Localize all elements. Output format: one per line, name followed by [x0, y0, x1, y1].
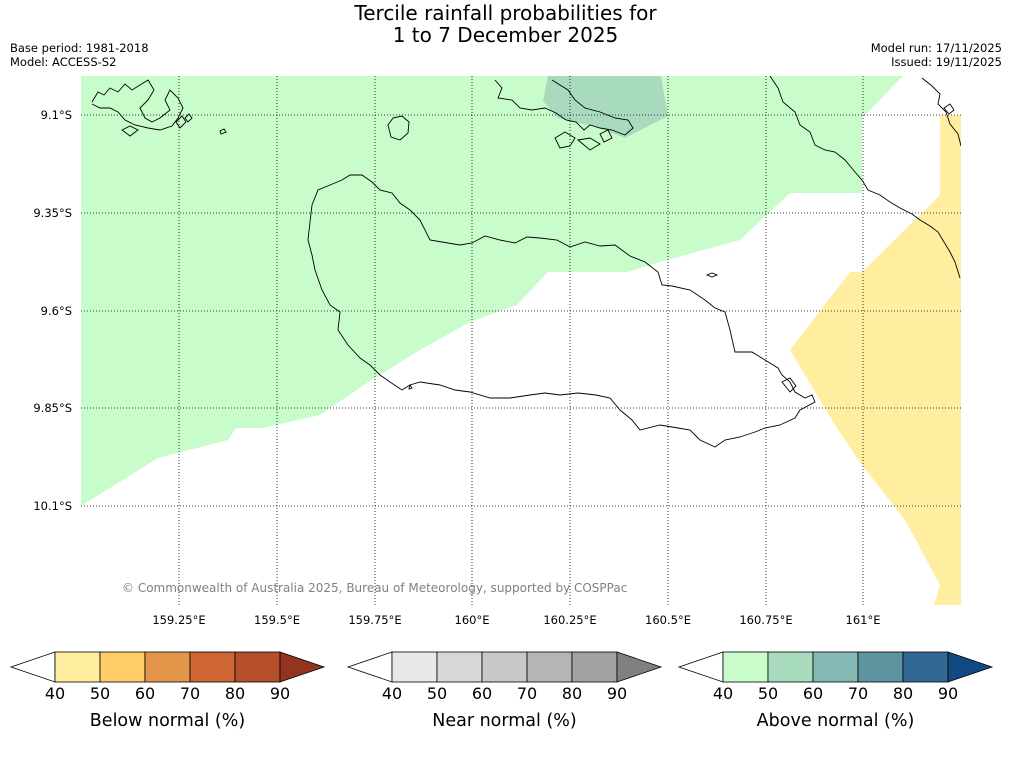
copyright-notice: © Commonwealth of Australia 2025, Bureau… — [122, 581, 627, 595]
colorbar-segment — [526, 651, 573, 683]
colorbar-label: Above normal (%) — [757, 711, 915, 731]
colorbar-tick-label: 60 — [135, 684, 155, 703]
colorbar-segment — [481, 651, 528, 683]
colorbar-low-extension — [9, 651, 56, 683]
above-normal-strong-region — [543, 76, 668, 138]
lat-label: 9.35°S — [33, 206, 72, 220]
colorbar-segment — [767, 651, 814, 683]
issued-text: Issued: 19/11/2025 — [891, 55, 1002, 69]
colorbar-tick-label: 50 — [758, 684, 778, 703]
russell-islet-2-coastline — [175, 115, 187, 129]
colorbar-label: Near normal (%) — [432, 711, 577, 731]
colorbar-segment — [722, 651, 769, 683]
russell-islet-3-coastline — [184, 113, 193, 123]
lat-label: 10.1°S — [33, 499, 72, 513]
east-guadalcanal-islets-coastline — [781, 377, 797, 393]
above-normal-region — [81, 76, 903, 506]
longitude-labels: 159.25°E 159.5°E 159.75°E 160°E 160.25°E… — [152, 613, 880, 627]
colorbar-segment — [144, 651, 191, 683]
colorbar-tick-label: 70 — [180, 684, 200, 703]
colorbar-segment — [234, 651, 281, 683]
map-title-line2: 1 to 7 December 2025 — [392, 23, 619, 47]
lon-label: 160.75°E — [739, 613, 792, 627]
colorbar-segment — [391, 651, 438, 683]
graticule — [81, 76, 961, 605]
colorbar-tick-label: 90 — [938, 684, 958, 703]
islet-east-coastline — [705, 272, 719, 278]
lon-label: 160.5°E — [645, 613, 691, 627]
coastlines — [91, 76, 961, 448]
colorbar-tick-label: 40 — [382, 684, 402, 703]
maramasike-coastline — [921, 77, 961, 147]
colorbar-segment — [812, 651, 859, 683]
map-title-line1: Tercile rainfall probabilities for — [354, 1, 657, 25]
colorbar-segment — [189, 651, 236, 683]
colorbar-segment — [436, 651, 483, 683]
islet-tiny-coastline — [219, 128, 227, 135]
colorbars: 40 50 60 70 80 90 Below normal (%) 40 50 60 70 80 90… — [9, 651, 994, 731]
colorbar-near: 40 50 60 70 80 90 Near normal (%) — [346, 651, 663, 731]
russell-islet-1-coastline — [121, 125, 139, 137]
lat-label: 9.6°S — [41, 304, 72, 318]
colorbar-high-extension — [947, 651, 994, 683]
colorbar-tick-label: 60 — [803, 684, 823, 703]
lon-label: 159.75°E — [348, 613, 401, 627]
lon-label: 159.25°E — [152, 613, 205, 627]
florida-islet-2-coastline — [576, 137, 601, 151]
lon-label: 159.5°E — [254, 613, 300, 627]
latitude-labels: 9.1°S 9.35°S 9.6°S 9.85°S 10.1°S — [33, 108, 72, 513]
colorbar-segment — [571, 651, 618, 683]
guadalcanal-coastline — [307, 174, 816, 448]
lat-label: 9.1°S — [41, 108, 72, 122]
malaita-islet-coastline — [943, 103, 955, 115]
colorbar-tick-label: 80 — [893, 684, 913, 703]
lon-label: 160.25°E — [543, 613, 596, 627]
colorbar-label: Below normal (%) — [90, 711, 245, 731]
colorbar-high-extension — [616, 651, 663, 683]
colorbar-above: 40 50 60 70 80 90 Above normal (%) — [677, 651, 994, 731]
colorbar-segment — [99, 651, 146, 683]
malaita-coastline — [769, 76, 961, 279]
colorbar-tick-label: 90 — [270, 684, 290, 703]
lat-label: 9.85°S — [33, 401, 72, 415]
colorbar-low-extension — [346, 651, 393, 683]
lon-label: 160°E — [455, 613, 490, 627]
model-run-text: Model run: 17/11/2025 — [870, 41, 1002, 55]
base-period-text: Base period: 1981-2018 — [10, 41, 149, 55]
probability-shading — [81, 76, 961, 605]
colorbar-high-extension — [279, 651, 326, 683]
florida-islet-1-coastline — [554, 131, 576, 149]
colorbar-tick-label: 40 — [713, 684, 733, 703]
colorbar-below: 40 50 60 70 80 90 Below normal (%) — [9, 651, 326, 731]
colorbar-tick-label: 70 — [848, 684, 868, 703]
colorbar-tick-label: 80 — [562, 684, 582, 703]
colorbar-segment — [54, 651, 101, 683]
colorbar-tick-label: 50 — [90, 684, 110, 703]
colorbar-tick-label: 50 — [427, 684, 447, 703]
colorbar-low-extension — [677, 651, 724, 683]
colorbar-tick-label: 80 — [225, 684, 245, 703]
islet-north-coastline — [387, 115, 410, 141]
florida-islands-coastline — [494, 79, 634, 136]
colorbar-tick-label: 70 — [517, 684, 537, 703]
below-normal-region — [790, 115, 961, 605]
colorbar-tick-label: 90 — [607, 684, 627, 703]
colorbar-tick-label: 60 — [472, 684, 492, 703]
lon-label: 161°E — [846, 613, 881, 627]
colorbar-segment — [902, 651, 949, 683]
model-text: Model: ACCESS-S2 — [10, 55, 117, 69]
florida-islet-3-coastline — [599, 129, 613, 143]
colorbar-segment — [857, 651, 904, 683]
russell-islands-coastline — [91, 79, 184, 131]
colorbar-tick-label: 40 — [45, 684, 65, 703]
islet-small-coastline — [408, 383, 413, 390]
